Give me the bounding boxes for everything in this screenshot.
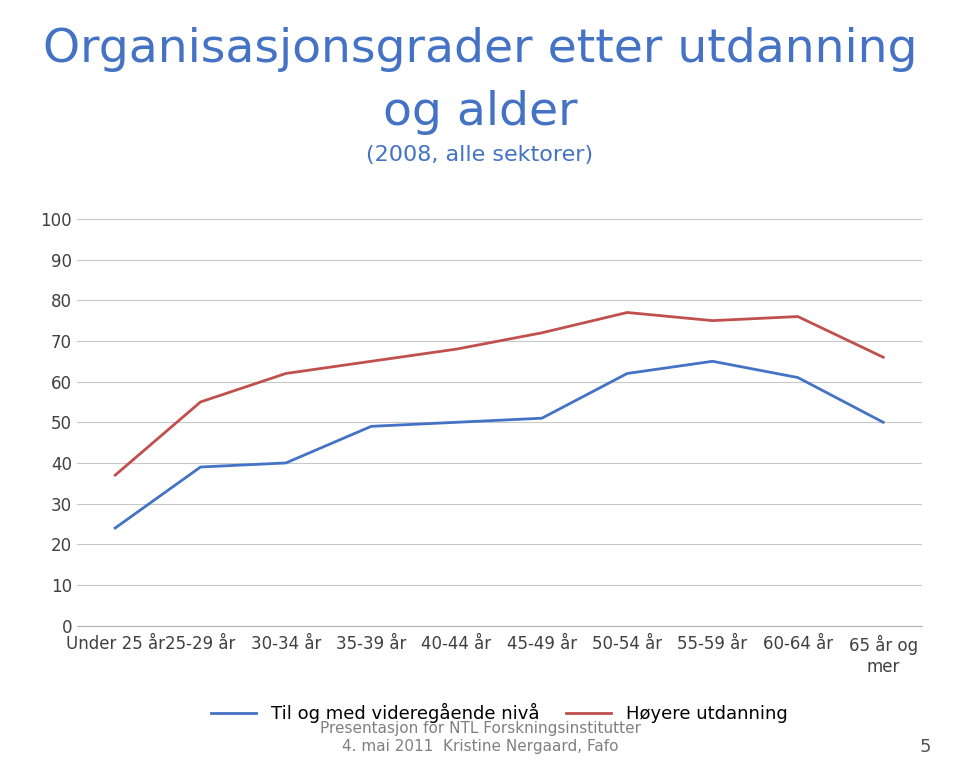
Text: (2008, alle sektorer): (2008, alle sektorer)	[367, 145, 593, 165]
Text: 4. mai 2011  Kristine Nergaard, Fafo: 4. mai 2011 Kristine Nergaard, Fafo	[342, 739, 618, 755]
Text: Presentasjon for NTL Forskningsinstitutter: Presentasjon for NTL Forskningsinstitutt…	[320, 721, 640, 737]
Legend: Til og med videregående nivå, Høyere utdanning: Til og med videregående nivå, Høyere utd…	[204, 696, 795, 730]
Text: 5: 5	[920, 737, 931, 756]
Text: Organisasjonsgrader etter utdanning: Organisasjonsgrader etter utdanning	[43, 27, 917, 73]
Text: og alder: og alder	[383, 90, 577, 135]
